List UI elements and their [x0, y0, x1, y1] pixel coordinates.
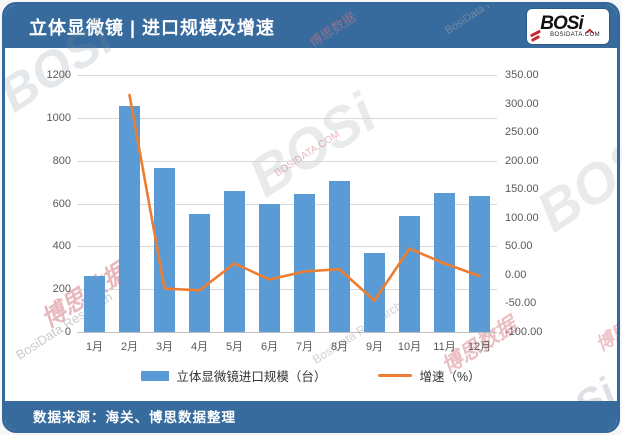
- x-axis-label: 12月: [467, 341, 492, 353]
- x-axis-label: 10月: [397, 341, 422, 353]
- x-axis-label: 7月: [295, 341, 314, 353]
- x-axis-label: 9月: [365, 341, 384, 353]
- bosi-logo: BOSi‸ BOSIDATA.COM: [527, 9, 609, 44]
- right-axis-tick: 100.00: [505, 211, 539, 224]
- bar-2月: [119, 106, 140, 332]
- gridline: [77, 332, 497, 333]
- bar-5月: [224, 190, 245, 332]
- bar-4月: [189, 214, 210, 332]
- right-axis-tick: 300.00: [505, 97, 539, 110]
- bar-8月: [329, 181, 350, 332]
- legend-label: 增速（%）: [419, 370, 481, 384]
- bar-swatch-icon: [141, 370, 170, 381]
- bar-7月: [294, 193, 315, 332]
- growth-line: [128, 93, 481, 302]
- gridline: [77, 203, 497, 205]
- watermark: 博思: [592, 318, 620, 356]
- page-title: 立体显微镜 | 进口规模及增速: [29, 17, 276, 38]
- gridline: [77, 289, 497, 291]
- right-axis-tick: 350.00: [505, 69, 539, 81]
- legend-item-bar: 立体显微镜进口规模（台）: [141, 366, 326, 385]
- bar-1月: [84, 276, 105, 332]
- right-axis-tick: 50.00: [505, 240, 533, 253]
- gridline: [77, 75, 497, 76]
- bar-12月: [469, 196, 490, 332]
- left-axis-tick: 600: [52, 197, 71, 210]
- header-bar: 立体显微镜 | 进口规模及增速 BOSi‸ BOSIDATA.COM: [5, 5, 617, 48]
- footer-bar: 数据来源：海关、博思数据整理: [5, 401, 617, 430]
- left-axis-tick: 400: [52, 240, 71, 253]
- left-axis-tick: 200: [52, 283, 71, 296]
- left-axis-tick: 1200: [46, 69, 71, 81]
- right-axis-tick: -50.00: [505, 297, 537, 310]
- left-axis-tick: 800: [52, 154, 71, 167]
- x-axis-label: 5月: [225, 341, 244, 353]
- right-axis-tick: 150.00: [505, 183, 539, 196]
- x-axis-label: 3月: [155, 341, 174, 353]
- x-axis-label: 1月: [85, 341, 104, 353]
- right-axis-tick: 200.00: [505, 154, 539, 167]
- line-swatch-icon: [378, 374, 413, 377]
- x-axis-label: 11月: [433, 341, 456, 353]
- plot-area: [77, 75, 497, 333]
- logo-wordmark: BOSi‸: [540, 12, 596, 34]
- legend: 立体显微镜进口规模（台） 增速（%）: [5, 366, 617, 385]
- x-axis-label: 2月: [120, 341, 139, 353]
- right-axis-tick: -100.00: [505, 326, 543, 338]
- gridline: [77, 160, 497, 162]
- bar-9月: [364, 252, 385, 332]
- gridline: [77, 117, 497, 119]
- bar-10月: [399, 216, 420, 332]
- left-axis-tick: 1000: [46, 111, 71, 124]
- bar-6月: [259, 203, 280, 332]
- data-source: 数据来源：海关、博思数据整理: [33, 409, 236, 425]
- x-axis-label: 8月: [330, 341, 349, 353]
- right-axis-tick: 250.00: [505, 126, 539, 139]
- left-axis-tick: 0: [64, 326, 71, 338]
- x-axis-label: 4月: [190, 341, 209, 353]
- bar-3月: [154, 168, 175, 332]
- logo-domain: BOSIDATA.COM: [550, 31, 600, 38]
- right-axis-tick: 0.00: [505, 268, 527, 281]
- x-axis-label: 6月: [260, 341, 279, 353]
- legend-label: 立体显微镜进口规模（台）: [176, 370, 327, 384]
- legend-item-line: 增速（%）: [378, 366, 481, 385]
- gridline: [77, 246, 497, 248]
